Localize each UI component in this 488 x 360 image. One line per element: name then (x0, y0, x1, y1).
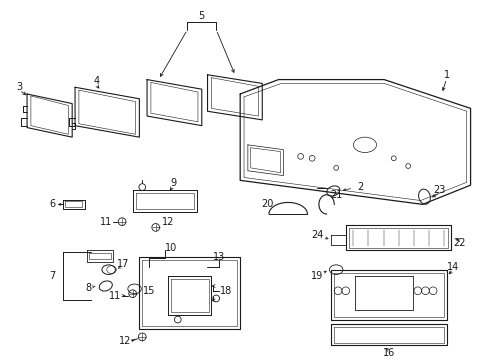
Text: 23: 23 (433, 185, 445, 195)
Text: 9: 9 (169, 178, 176, 188)
Text: 13: 13 (212, 252, 225, 262)
Text: 14: 14 (446, 262, 459, 272)
Text: 15: 15 (142, 286, 155, 296)
Text: 1: 1 (443, 70, 449, 80)
Text: 5: 5 (198, 11, 204, 21)
Text: 17: 17 (117, 259, 129, 269)
Text: 2: 2 (356, 182, 363, 192)
Text: 7: 7 (49, 271, 55, 282)
Text: 11: 11 (100, 217, 112, 227)
Text: 12: 12 (119, 336, 131, 346)
Text: 18: 18 (219, 286, 231, 296)
Text: 16: 16 (382, 348, 394, 358)
Text: 8: 8 (85, 283, 91, 293)
Text: 22: 22 (452, 238, 465, 248)
Text: 19: 19 (310, 271, 323, 282)
Text: 24: 24 (310, 230, 323, 240)
Text: 21: 21 (329, 190, 342, 200)
Text: 6: 6 (49, 199, 55, 210)
Text: 20: 20 (260, 199, 273, 210)
Text: 4: 4 (93, 76, 99, 86)
Text: 11: 11 (109, 291, 121, 301)
Text: 12: 12 (162, 217, 174, 227)
Text: 10: 10 (164, 243, 177, 253)
Text: 3: 3 (16, 82, 22, 92)
